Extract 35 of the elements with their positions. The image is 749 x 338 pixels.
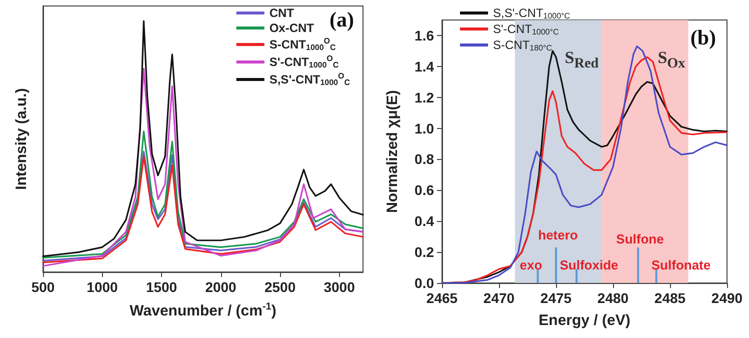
annotation: Sulfonate xyxy=(651,258,711,272)
x-tick-label: 2470 xyxy=(483,290,515,306)
chart-title: (b) xyxy=(690,26,716,50)
y-axis-title: Intensity (a.u.) xyxy=(13,88,30,190)
y-tick-label: 1.2 xyxy=(414,89,434,106)
x-tick-label: 500 xyxy=(31,279,55,295)
x-axis-title: Energy / (eV) xyxy=(538,312,630,329)
x-tick-label: 3000 xyxy=(324,279,356,295)
y-tick-label: 0.4 xyxy=(414,213,434,230)
x-tick-label: 2500 xyxy=(264,279,296,295)
annotation: Sulfoxide xyxy=(560,258,618,272)
annotation: Sulfone xyxy=(616,232,664,246)
x-tick-label: 1000 xyxy=(86,279,118,295)
band-label: S$_{Ox}$ xyxy=(658,48,686,72)
y-tick-label: 1.4 xyxy=(414,58,434,74)
y-tick-label: 1.6 xyxy=(414,27,434,44)
annotation: exo xyxy=(520,258,542,272)
y-tick-label: 0.8 xyxy=(414,151,434,168)
x-tick-label: 2465 xyxy=(426,290,458,306)
x-tick-label: 2485 xyxy=(654,290,686,306)
y-tick-label: 1.0 xyxy=(414,120,434,136)
x-tick-label: 2480 xyxy=(597,290,629,306)
band-label: S$_{Red}$ xyxy=(564,48,599,72)
y-axis-title: Normalized χμ(E) xyxy=(384,90,401,213)
y-tick-label: 0.6 xyxy=(414,182,434,198)
y-tick-label: 0.0 xyxy=(414,275,434,291)
legend-label: CNT xyxy=(269,6,295,20)
annotation: hetero xyxy=(538,228,578,242)
y-tick-label: 0.2 xyxy=(414,244,434,260)
chart-title: (a) xyxy=(330,8,354,32)
x-tick-label: 1500 xyxy=(146,279,178,295)
x-tick-label: 2000 xyxy=(205,279,237,295)
x-tick-label: 2490 xyxy=(711,290,743,306)
x-tick-label: 2475 xyxy=(540,290,572,306)
legend-label: Ox-CNT xyxy=(269,21,315,35)
